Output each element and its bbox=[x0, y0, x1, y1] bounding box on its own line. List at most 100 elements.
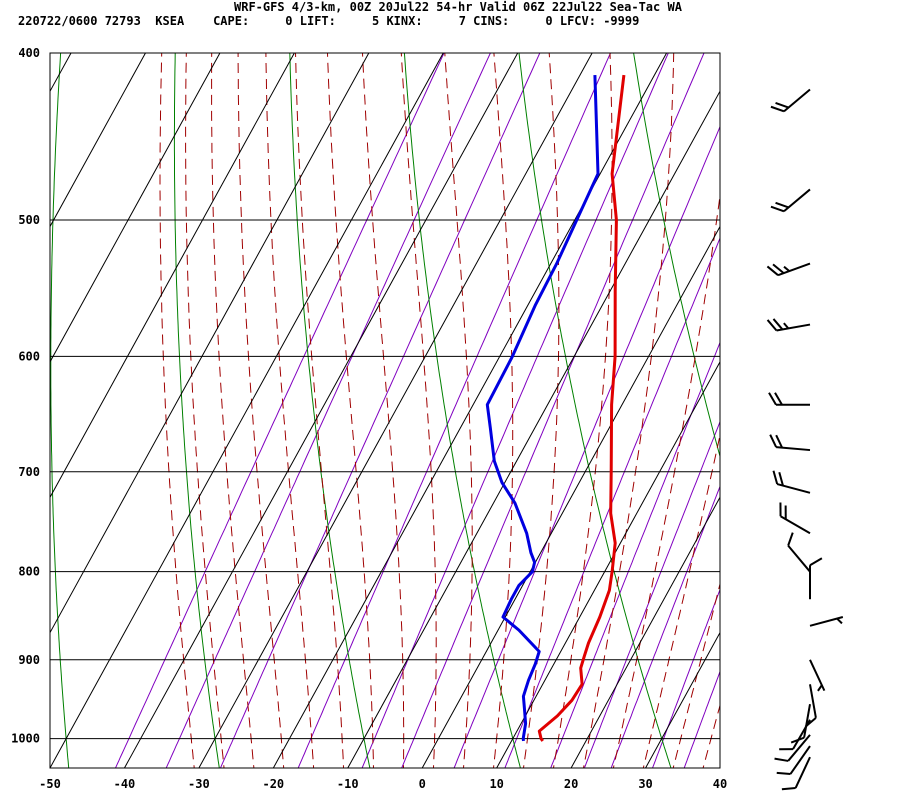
wind-barbs bbox=[766, 88, 844, 791]
y-tick-label: 500 bbox=[18, 213, 40, 227]
wind-barb-shaft bbox=[792, 719, 811, 750]
wind-barb bbox=[809, 659, 826, 692]
dry-adiabats bbox=[50, 53, 720, 768]
moist-adiabat-line bbox=[211, 53, 255, 768]
moist-adiabat-line bbox=[185, 53, 225, 768]
mixing-ratio-line bbox=[550, 341, 720, 768]
moist-adiabat-line bbox=[642, 433, 720, 768]
wind-barb-feather bbox=[783, 322, 790, 330]
wind-barb bbox=[787, 532, 811, 573]
wind-barb-shaft bbox=[789, 745, 811, 775]
wind-barb-feather bbox=[766, 319, 778, 332]
dry-adiabat-line bbox=[518, 53, 672, 768]
y-tick-label: 1000 bbox=[11, 732, 40, 746]
temperature-profile-line bbox=[537, 74, 626, 742]
moist-adiabat-line bbox=[552, 53, 613, 768]
isotherm-line bbox=[50, 53, 146, 228]
wind-barb bbox=[770, 188, 811, 213]
wind-barb bbox=[769, 434, 811, 452]
wind-barb-feather bbox=[836, 617, 843, 625]
wind-barb bbox=[768, 392, 810, 406]
y-tick-label: 900 bbox=[18, 653, 40, 667]
y-tick-label: 400 bbox=[18, 46, 40, 60]
moist-adiabats bbox=[159, 53, 720, 768]
moist-adiabat-line bbox=[265, 53, 315, 768]
isotherm-line bbox=[496, 360, 720, 768]
wind-barb-feather bbox=[770, 205, 785, 213]
station-indices: 220722/0600 72793 KSEA CAPE: 0 LIFT: 5 K… bbox=[18, 14, 640, 28]
isotherm-line bbox=[645, 631, 720, 768]
moist-adiabat-line bbox=[444, 53, 473, 768]
wind-barb-feather bbox=[776, 771, 791, 775]
isotherm-line bbox=[124, 53, 519, 768]
chart-title: WRF-GFS 4/3-km, 00Z 20Jul22 54-hr Valid … bbox=[234, 0, 682, 14]
isotherms bbox=[50, 53, 720, 768]
y-tick-label: 800 bbox=[18, 565, 40, 579]
sounding-profiles bbox=[485, 74, 626, 742]
dry-adiabat-line bbox=[403, 53, 521, 768]
isotherm-line bbox=[50, 53, 295, 499]
dry-adiabat-line bbox=[633, 53, 720, 459]
wind-barb bbox=[781, 756, 811, 791]
y-tick-label: 600 bbox=[18, 349, 40, 363]
wind-barb-feather bbox=[775, 201, 789, 209]
moist-adiabat-line bbox=[522, 53, 560, 768]
x-tick-label: 20 bbox=[564, 777, 578, 791]
isotherm-line bbox=[198, 53, 593, 768]
wind-barb bbox=[809, 616, 844, 627]
wind-barb-feather bbox=[770, 105, 785, 113]
wind-barb-feather bbox=[774, 392, 783, 406]
wind-barb bbox=[770, 88, 811, 113]
wind-barb-feather bbox=[809, 557, 823, 567]
isotherm-line bbox=[50, 53, 370, 634]
moist-adiabat-line bbox=[237, 53, 285, 768]
dry-adiabat-line bbox=[173, 53, 220, 768]
chart-header: WRF-GFS 4/3-km, 00Z 20Jul22 54-hr Valid … bbox=[0, 0, 900, 34]
mixing-ratio-line bbox=[583, 420, 720, 768]
wind-barb-shaft bbox=[787, 544, 811, 573]
dry-adiabat-line bbox=[50, 53, 70, 768]
wind-barb bbox=[774, 734, 811, 762]
x-tick-label: 30 bbox=[638, 777, 652, 791]
isotherm-line bbox=[347, 90, 720, 768]
mixing-ratio-line bbox=[219, 53, 541, 768]
moist-adiabat-line bbox=[702, 703, 720, 768]
moist-adiabat-line bbox=[400, 53, 437, 768]
mixing-ratio-lines bbox=[114, 53, 720, 768]
mixing-ratio-line bbox=[297, 53, 612, 768]
wind-barb-feather bbox=[775, 434, 784, 449]
mixing-ratio-line bbox=[361, 53, 669, 768]
wind-barb-feather bbox=[766, 265, 779, 276]
wind-barb bbox=[779, 502, 811, 535]
isobars bbox=[50, 52, 720, 740]
wind-barb-feather bbox=[774, 757, 789, 762]
x-tick-label: -10 bbox=[337, 777, 359, 791]
mixing-ratio-line bbox=[651, 588, 720, 768]
moist-adiabat-line bbox=[672, 582, 720, 768]
y-tick-labels: 400 500 600 700 800 900 1000 bbox=[11, 46, 40, 746]
x-tick-label: 40 bbox=[713, 777, 727, 791]
x-tick-label: -40 bbox=[114, 777, 136, 791]
wind-barb-feather bbox=[778, 472, 784, 486]
mixing-ratio-line bbox=[504, 236, 720, 768]
wind-barb bbox=[772, 470, 811, 494]
isotherm-line bbox=[272, 53, 668, 768]
moist-adiabat-line bbox=[159, 53, 195, 768]
isotherm-line bbox=[50, 53, 444, 768]
wind-barb-feather bbox=[775, 101, 789, 109]
moist-adiabat-line bbox=[326, 53, 375, 768]
wind-barb-feather bbox=[772, 318, 784, 331]
wind-barb-shaft bbox=[803, 704, 811, 738]
moist-adiabat-line bbox=[361, 53, 405, 768]
isotherm-line bbox=[570, 496, 720, 768]
mixing-ratio-line bbox=[453, 125, 720, 768]
wind-barb-feather bbox=[781, 786, 796, 791]
y-tick-label: 700 bbox=[18, 465, 40, 479]
wind-barb-feather bbox=[783, 265, 790, 272]
moist-adiabat-line bbox=[612, 192, 720, 768]
plot-frame bbox=[49, 52, 721, 769]
isotherm-line bbox=[50, 53, 221, 363]
wind-barb-feather bbox=[772, 263, 785, 274]
x-tick-label: -20 bbox=[262, 777, 284, 791]
